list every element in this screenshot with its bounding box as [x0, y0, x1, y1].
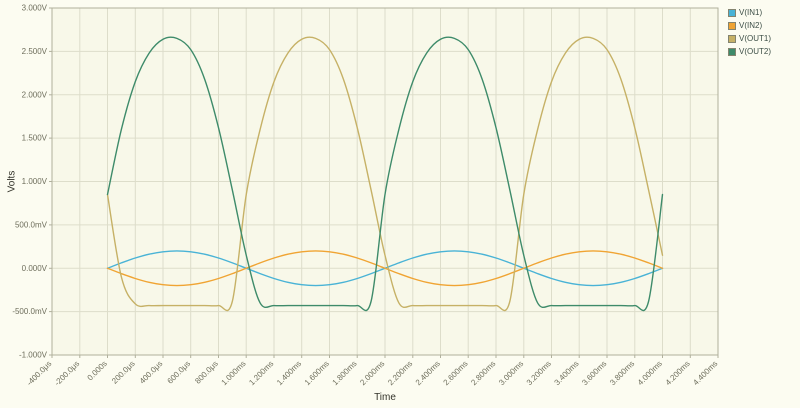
svg-text:1.500V: 1.500V: [22, 134, 48, 143]
svg-text:1.800ms: 1.800ms: [331, 359, 359, 387]
legend: V(IN1) V(IN2) V(OUT1) V(OUT2): [728, 9, 771, 56]
svg-text:3.800ms: 3.800ms: [608, 359, 636, 387]
svg-text:800.0μs: 800.0μs: [193, 359, 220, 386]
svg-text:0.000s: 0.000s: [86, 359, 109, 382]
svg-text:2.200ms: 2.200ms: [386, 359, 414, 387]
svg-text:-500.0mV: -500.0mV: [12, 307, 47, 316]
legend-swatch-icon: [728, 22, 736, 30]
svg-text:4.000ms: 4.000ms: [636, 359, 664, 387]
svg-text:3.600ms: 3.600ms: [580, 359, 608, 387]
trace-v-in2-: [106, 250, 664, 287]
svg-text:2.000ms: 2.000ms: [358, 359, 386, 387]
legend-label: V(IN1): [739, 8, 763, 17]
legend-item-vin2[interactable]: V(IN2): [728, 22, 771, 30]
legend-swatch-icon: [728, 35, 736, 43]
y-tick-labels: 3.000V 2.500V 2.000V 1.500V 1.000V 500.0mV 0.0…: [12, 4, 47, 360]
svg-text:2.500V: 2.500V: [22, 47, 48, 56]
legend-label: V(OUT1): [739, 34, 771, 43]
x-axis-title: Time: [374, 392, 396, 403]
svg-text:4.200ms: 4.200ms: [664, 359, 692, 387]
series-traces: [106, 36, 664, 312]
svg-text:600.0μs: 600.0μs: [165, 359, 192, 386]
legend-item-vout2[interactable]: V(OUT2): [728, 48, 771, 56]
svg-text:1.000ms: 1.000ms: [220, 359, 248, 387]
svg-text:1.600ms: 1.600ms: [303, 359, 331, 387]
svg-text:400.0μs: 400.0μs: [138, 359, 165, 386]
svg-text:2.400ms: 2.400ms: [414, 359, 442, 387]
svg-text:-200.0μs: -200.0μs: [53, 359, 81, 387]
y-axis-title: Volts: [6, 170, 18, 193]
svg-text:2.800ms: 2.800ms: [469, 359, 497, 387]
svg-text:-400.0μs: -400.0μs: [25, 359, 53, 387]
svg-text:2.600ms: 2.600ms: [442, 359, 470, 387]
trace-v-out2-: [106, 36, 664, 312]
svg-text:1.400ms: 1.400ms: [275, 359, 303, 387]
svg-text:1.200ms: 1.200ms: [247, 359, 275, 387]
tick-marks: [49, 7, 719, 358]
trace-v-out1-: [106, 36, 664, 312]
legend-label: V(OUT2): [739, 47, 771, 56]
svg-text:3.200ms: 3.200ms: [525, 359, 553, 387]
svg-text:2.000V: 2.000V: [22, 90, 48, 99]
legend-item-vout1[interactable]: V(OUT1): [728, 35, 771, 43]
svg-text:-1.000V: -1.000V: [19, 351, 48, 360]
legend-label: V(IN2): [739, 21, 763, 30]
legend-swatch-icon: [728, 48, 736, 56]
svg-text:1.000V: 1.000V: [22, 177, 48, 186]
legend-item-vin1[interactable]: V(IN1): [728, 9, 771, 17]
svg-text:4.400ms: 4.400ms: [691, 359, 719, 387]
svg-text:500.0mV: 500.0mV: [15, 220, 48, 229]
x-tick-labels: -400.0μs -200.0μs 0.000s 200.0μs 400.0μs 600.…: [25, 359, 719, 387]
svg-text:3.400ms: 3.400ms: [553, 359, 581, 387]
legend-swatch-icon: [728, 9, 736, 17]
svg-text:3.000V: 3.000V: [22, 4, 48, 13]
svg-text:3.000ms: 3.000ms: [497, 359, 525, 387]
svg-text:200.0μs: 200.0μs: [110, 359, 137, 386]
svg-text:0.000V: 0.000V: [22, 264, 48, 273]
